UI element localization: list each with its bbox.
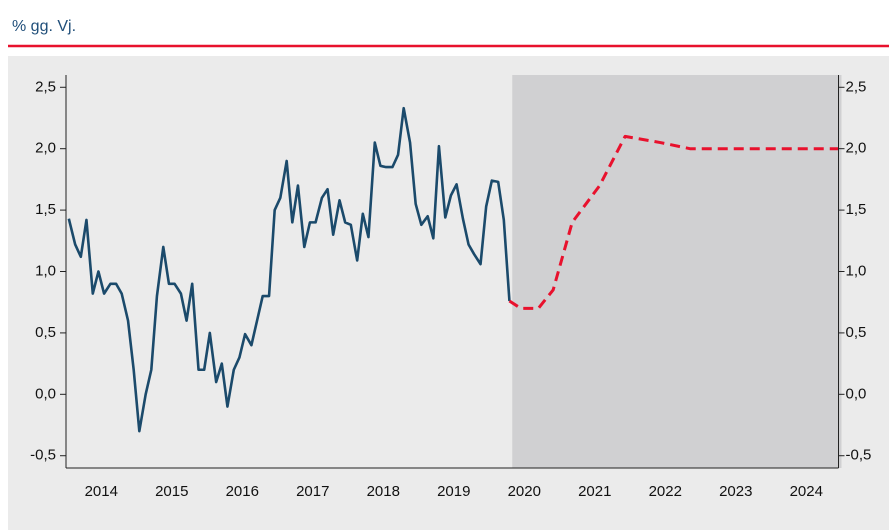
x-tick-label: 2021: [578, 483, 611, 500]
y-tick-label: 0,0: [35, 385, 56, 402]
y2-tick-label: 0,0: [846, 385, 867, 402]
x-tick-label: 2024: [790, 483, 823, 500]
line-series: [508, 134, 838, 310]
x-tick-label: 2014: [85, 483, 118, 500]
x-tick-label: 2020: [508, 483, 541, 500]
x-tick-label: 2015: [155, 483, 188, 500]
y2-tick-label: 1,5: [846, 201, 867, 218]
y-tick-label: 1,0: [35, 262, 56, 279]
y-tick-label: -0,5: [30, 447, 56, 464]
y-tick-label: 0,5: [35, 324, 56, 341]
x-tick-label: 2017: [296, 483, 329, 500]
y-tick-label: 1,5: [35, 201, 56, 218]
y2-tick-label: -0,5: [846, 447, 872, 464]
chart-subtitle: % gg. Vj.: [12, 18, 76, 35]
x-tick-label: 2018: [367, 483, 400, 500]
y-tick-label: 2,0: [35, 140, 56, 157]
forecast-shade: [512, 75, 842, 468]
line-series: [67, 106, 511, 433]
y2-tick-label: 2,0: [846, 140, 867, 157]
x-tick-label: 2023: [719, 483, 752, 500]
x-tick-label: 2022: [649, 483, 682, 500]
y-tick-label: 2,5: [35, 78, 56, 95]
y2-tick-label: 2,5: [846, 78, 867, 95]
x-tick-label: 2016: [226, 483, 259, 500]
x-tick-label: 2019: [437, 483, 470, 500]
y2-tick-label: 0,5: [846, 324, 867, 341]
y2-tick-label: 1,0: [846, 262, 867, 279]
